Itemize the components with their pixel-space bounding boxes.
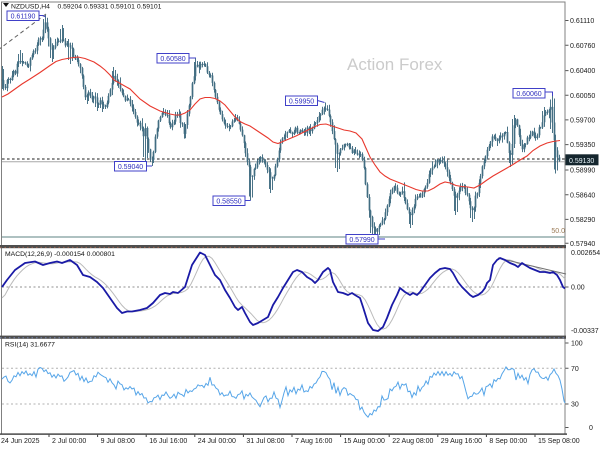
svg-text:31 Jul 08:00: 31 Jul 08:00 (246, 438, 284, 445)
svg-text:MACD(12,26,9) -0.000154 0.0008: MACD(12,26,9) -0.000154 0.000801 (5, 251, 115, 258)
svg-text:0.58550: 0.58550 (216, 199, 241, 206)
svg-text:0.61110: 0.61110 (570, 18, 594, 25)
svg-text:0.60580: 0.60580 (160, 56, 185, 63)
svg-text:8 Sep 00:00: 8 Sep 00:00 (489, 438, 527, 445)
svg-text:0.60400: 0.60400 (570, 68, 595, 75)
svg-text:50.0: 50.0 (551, 228, 565, 235)
svg-text:15 Sep 08:00: 15 Sep 08:00 (538, 438, 580, 445)
svg-text:0.60060: 0.60060 (516, 91, 541, 98)
svg-text:30: 30 (571, 402, 579, 409)
svg-text:0: 0 (589, 425, 593, 432)
svg-text:0.59700: 0.59700 (570, 118, 595, 125)
svg-text:0.57990: 0.57990 (349, 237, 374, 244)
svg-text:0.60760: 0.60760 (570, 43, 595, 50)
svg-text:16 Jul 16:00: 16 Jul 16:00 (149, 438, 187, 445)
svg-text:0.59950: 0.59950 (289, 99, 314, 106)
svg-text:0.61190: 0.61190 (11, 14, 36, 21)
svg-text:15 Aug 00:00: 15 Aug 00:00 (344, 438, 385, 445)
svg-text:2 Jul 00:00: 2 Jul 00:00 (52, 438, 86, 445)
svg-text:0.002654: 0.002654 (571, 250, 600, 257)
svg-text:0.60050: 0.60050 (570, 93, 595, 100)
svg-text:0.58990: 0.58990 (570, 168, 595, 175)
svg-text:70: 70 (571, 366, 579, 373)
svg-text:0.59350: 0.59350 (570, 142, 595, 149)
svg-text:0.00: 0.00 (571, 285, 585, 292)
svg-text:0.59040: 0.59040 (118, 164, 143, 171)
svg-text:Action Forex: Action Forex (347, 55, 443, 74)
svg-text:0.58640: 0.58640 (570, 192, 595, 199)
svg-text:0.58290: 0.58290 (570, 217, 595, 224)
svg-text:0.59130: 0.59130 (569, 158, 594, 165)
svg-text:22 Aug 08:00: 22 Aug 08:00 (392, 438, 433, 445)
svg-text:100: 100 (571, 341, 583, 348)
svg-text:RSI(14) 31.6677: RSI(14) 31.6677 (5, 342, 55, 349)
svg-text:24 Jun 2025: 24 Jun 2025 (1, 438, 40, 445)
svg-text:24 Jul 00:00: 24 Jul 00:00 (198, 438, 236, 445)
svg-text:29 Aug 16:00: 29 Aug 16:00 (441, 438, 482, 445)
svg-text:7 Aug 16:00: 7 Aug 16:00 (295, 438, 332, 445)
svg-text:0.57940: 0.57940 (570, 241, 595, 248)
svg-text:9 Jul 08:00: 9 Jul 08:00 (101, 438, 135, 445)
svg-text:NZDUSD,H4 0.59204 0.59331 0: NZDUSD,H4 0.59204 0.59331 0.59101 0.5910… (11, 4, 162, 11)
svg-text:-0.00337: -0.00337 (571, 328, 599, 335)
